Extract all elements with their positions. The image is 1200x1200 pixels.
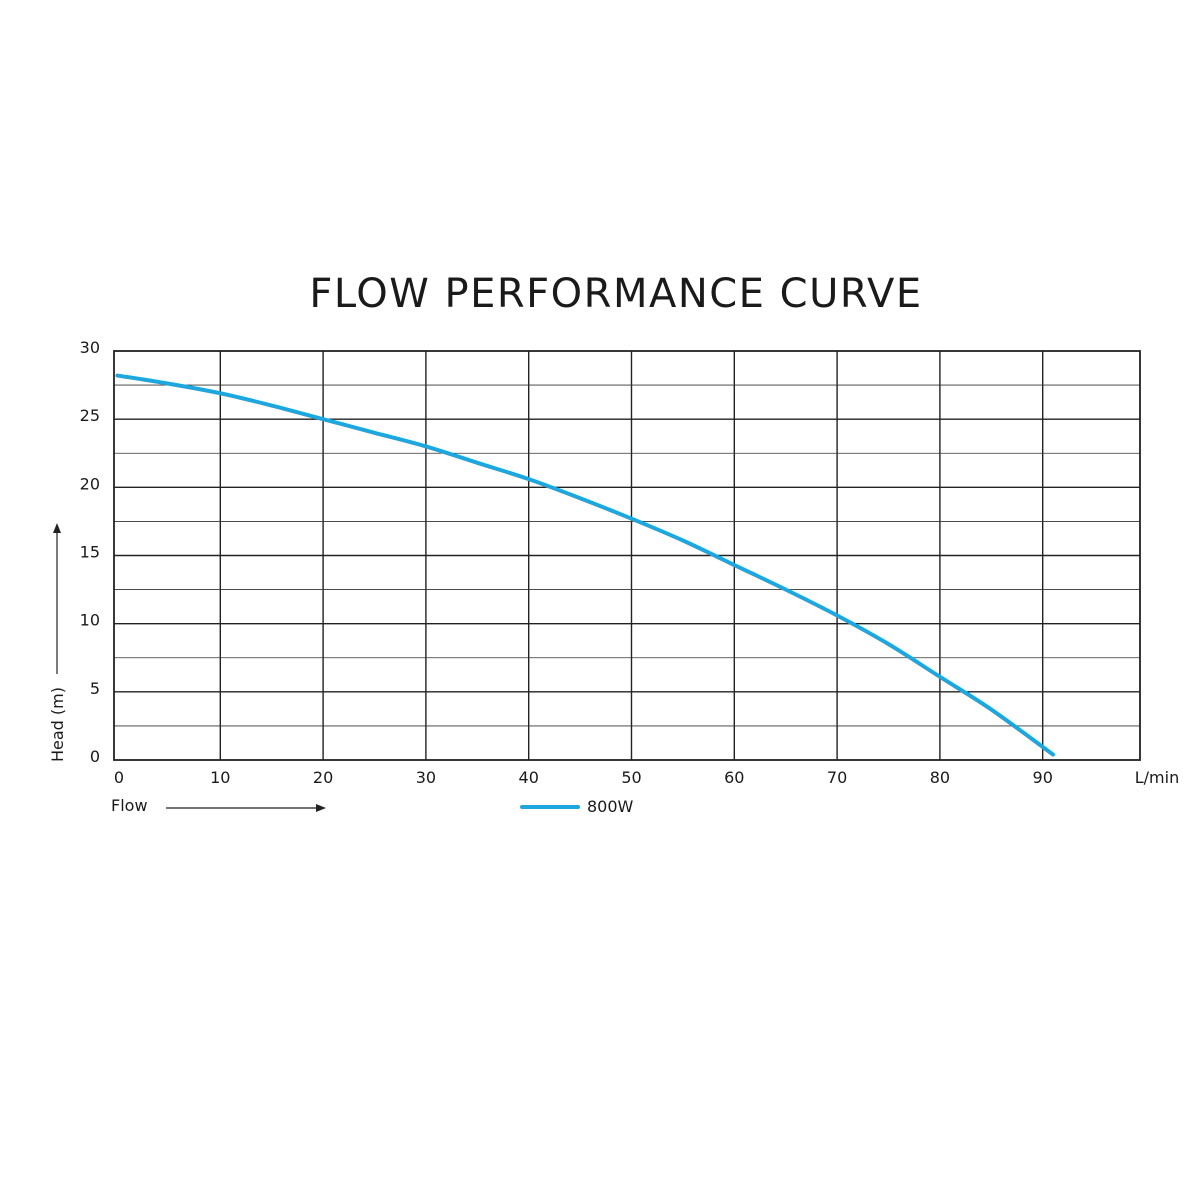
- y-tick-label: 10: [80, 611, 100, 630]
- x-tick-label: 10: [210, 768, 230, 787]
- series-line-0: [115, 373, 1055, 757]
- y-tick-label: 30: [80, 338, 100, 357]
- y-axis-label: Head (m): [48, 687, 67, 762]
- y-axis-ticks: 0 5 10 15 20 25 30: [80, 338, 100, 766]
- plot-frame: [113, 350, 1141, 761]
- legend: 800W: [520, 797, 634, 816]
- x-tick-label: 30: [416, 768, 436, 787]
- x-tick-label: 40: [519, 768, 539, 787]
- x-tick-label: 90: [1033, 768, 1053, 787]
- y-tick-label: 5: [90, 679, 100, 698]
- x-tick-label: 20: [313, 768, 333, 787]
- x-tick-label: 50: [621, 768, 641, 787]
- y-tick-label: 0: [90, 747, 100, 766]
- grid: [114, 351, 1140, 760]
- x-tick-label: 0: [114, 768, 124, 787]
- x-axis-ticks: 0 10 20 30 40 50 60 70 80 90: [114, 768, 1053, 787]
- x-tick-label: 70: [827, 768, 847, 787]
- series-layer: [115, 373, 1055, 757]
- x-tick-label: 60: [724, 768, 744, 787]
- y-tick-label: 25: [80, 406, 100, 425]
- x-tick-label: 80: [930, 768, 950, 787]
- x-axis-arrow: [166, 804, 326, 812]
- y-tick-label: 20: [80, 474, 100, 493]
- y-tick-label: 15: [80, 543, 100, 562]
- y-axis-arrow: [53, 523, 61, 674]
- x-axis-label: Flow: [111, 796, 148, 815]
- x-axis-unit: L/min: [1135, 768, 1179, 787]
- chart-title: FLOW PERFORMANCE CURVE: [309, 271, 922, 317]
- legend-label-800w: 800W: [587, 797, 634, 816]
